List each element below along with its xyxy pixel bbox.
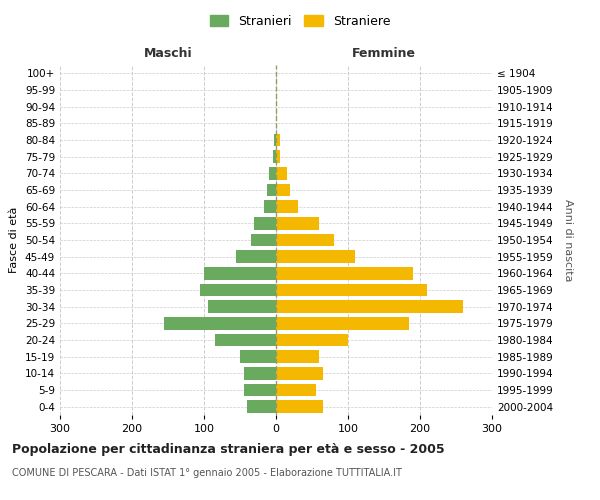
Text: COMUNE DI PESCARA - Dati ISTAT 1° gennaio 2005 - Elaborazione TUTTITALIA.IT: COMUNE DI PESCARA - Dati ISTAT 1° gennai… (12, 468, 402, 477)
Bar (276, 200, 298, 213)
Bar (276, 184, 290, 196)
Bar (276, 384, 316, 396)
Bar (276, 334, 348, 346)
Bar (215, 334, 276, 346)
Bar (276, 250, 355, 263)
Y-axis label: Fasce di età: Fasce di età (10, 207, 19, 273)
Bar (276, 217, 319, 230)
Text: Popolazione per cittadinanza straniera per età e sesso - 2005: Popolazione per cittadinanza straniera p… (12, 442, 445, 456)
Bar (244, 384, 276, 396)
Bar (244, 367, 276, 380)
Bar (264, 200, 276, 213)
Bar (204, 267, 276, 280)
Bar (273, 150, 276, 163)
Bar (274, 134, 276, 146)
Bar (268, 184, 276, 196)
Y-axis label: Anni di nascita: Anni di nascita (563, 198, 573, 281)
Bar (200, 284, 276, 296)
Bar (276, 167, 287, 179)
Bar (208, 300, 276, 313)
Bar (276, 134, 280, 146)
Bar (276, 350, 319, 363)
Bar (276, 300, 463, 313)
Bar (251, 234, 276, 246)
Bar (276, 400, 323, 413)
Bar (276, 150, 280, 163)
Bar (269, 167, 276, 179)
Bar (254, 217, 276, 230)
Bar (276, 267, 413, 280)
Bar (236, 250, 276, 263)
Bar (276, 284, 427, 296)
Bar (164, 317, 276, 330)
Bar (276, 317, 409, 330)
Bar (247, 400, 276, 413)
Bar (276, 367, 323, 380)
Bar (240, 350, 276, 363)
Legend: Stranieri, Straniere: Stranieri, Straniere (206, 11, 394, 32)
Bar (276, 234, 334, 246)
